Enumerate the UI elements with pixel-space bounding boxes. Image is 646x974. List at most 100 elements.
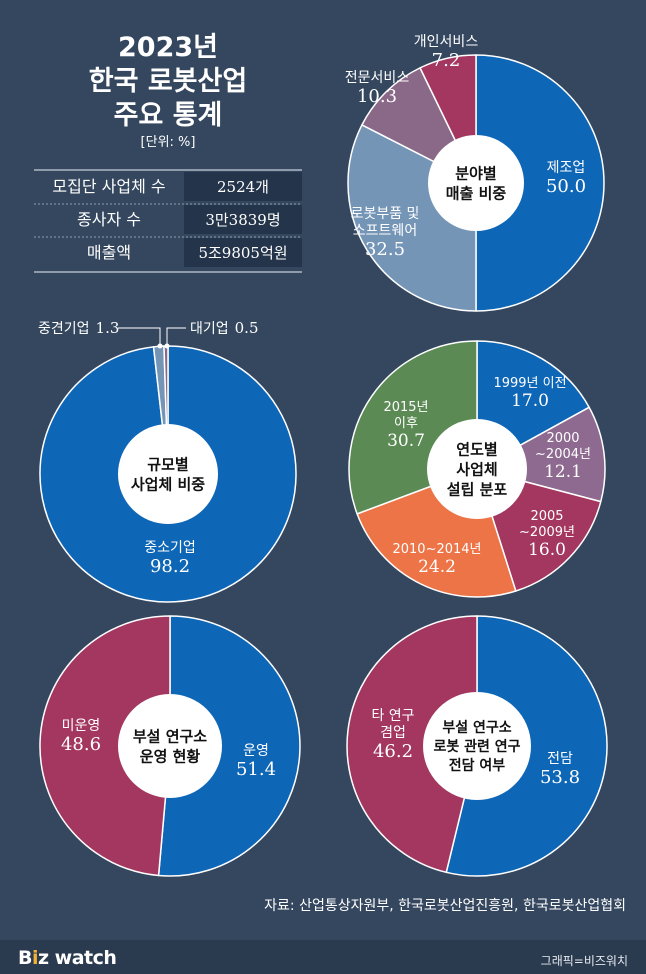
stats-label-cell — [34, 172, 184, 201]
logo-b: B — [18, 947, 32, 969]
unit-label: [단위: %] — [141, 135, 196, 150]
pie-center-label: 설립 분포 — [447, 480, 508, 498]
pie-center-disc — [118, 424, 218, 524]
slice-value: 32.5 — [365, 239, 405, 260]
bizwatch-logo: Biz watch — [18, 947, 117, 969]
slice-category: 개인서비스 — [414, 34, 479, 50]
slice-value: 30.7 — [387, 431, 425, 451]
pie-slice — [346, 615, 478, 874]
slice-category: 이후 — [394, 416, 418, 431]
pie-center-label: 사업체 비중 — [131, 475, 205, 493]
slice-value: 10.3 — [357, 86, 397, 107]
pie-slice-label: 대기업 0.5 — [164, 319, 259, 349]
slice-category: 1999년 이전 — [493, 376, 566, 391]
logo-z: z — [38, 947, 49, 969]
title-line-2: 한국 로봇산업 — [89, 66, 247, 97]
pie-center-label: 사업체 — [456, 460, 497, 478]
stats-value: 3만3839명 — [205, 211, 280, 229]
slice-category: 운영 — [243, 743, 269, 759]
header: 2023년 한국 로봇산업 주요 통계 [단위: %] — [89, 32, 247, 150]
pie-center-label: 전담 여부 — [449, 757, 506, 774]
slice-value: 16.0 — [528, 540, 566, 560]
slice-category: 로봇부품 및 — [351, 206, 420, 222]
pie-center-disc — [427, 419, 527, 519]
leader-dot — [164, 343, 170, 349]
pie-center-disc — [428, 135, 524, 231]
slice-category: 대기업 — [190, 321, 229, 337]
pie-center-label: 로봇 관련 연구 — [433, 738, 520, 755]
stats-value-cell — [184, 205, 302, 234]
pie-center-label: 매출 비중 — [446, 184, 507, 202]
source-note: 자료: 산업통상자원부, 한국로봇산업진흥원, 한국로봇산업협회 — [264, 898, 626, 914]
pie-center-disc — [423, 692, 531, 800]
stats-label: 종사자 수 — [77, 210, 141, 229]
pie-center-label: 분야별 — [455, 164, 496, 182]
slice-value: 17.0 — [511, 391, 549, 411]
slice-value: 24.2 — [418, 557, 456, 577]
logo-watch: watch — [48, 947, 117, 969]
slice-category: 중견기업 — [38, 321, 90, 337]
slice-category: 겸업 — [380, 725, 406, 741]
slice-value: 1.3 — [96, 319, 120, 337]
slice-category: 타 연구 — [371, 708, 414, 724]
stats-label-cell — [34, 205, 184, 234]
slice-category: 2010~2014년 — [392, 542, 481, 557]
graphic-credit: 그래픽=비즈워치 — [540, 954, 628, 968]
slice-category: 중소기업 — [144, 540, 196, 556]
footer-bar — [0, 940, 646, 974]
logo-accent: i — [31, 947, 39, 969]
title-line-3: 주요 통계 — [114, 100, 223, 131]
slice-value: 7.2 — [432, 50, 461, 71]
pie-slice-label: 중견기업 1.3 — [38, 319, 163, 349]
slice-category: 2015년 — [383, 400, 428, 415]
slice-category: 2000 — [546, 431, 579, 446]
pie-center-disc — [118, 694, 222, 798]
pie-center-label: 연도별 — [456, 440, 497, 458]
stats-value-cell — [184, 238, 302, 267]
stats-label: 모집단 사업체 수 — [52, 177, 165, 196]
title-line-1: 2023년 — [118, 32, 218, 63]
pie-center-label: 운영 현황 — [140, 747, 201, 765]
slice-value: 51.4 — [236, 759, 276, 780]
stats-value: 5조9805억원 — [198, 244, 287, 262]
slice-value: 12.1 — [544, 462, 582, 482]
pie-center-label: 규모별 — [147, 455, 188, 473]
leader-line — [118, 327, 161, 346]
slice-value: 46.2 — [373, 741, 413, 762]
pie-slice — [157, 615, 301, 877]
slice-category: ~2009년 — [519, 525, 575, 540]
slice-category: 미운영 — [62, 718, 101, 734]
slice-value: 98.2 — [150, 556, 190, 577]
pie-slice — [476, 406, 606, 503]
slice-category: 제조업 — [547, 160, 586, 176]
stats-row: 모집단 사업체 수 2524개 — [34, 172, 302, 201]
slice-category: 2005 — [530, 509, 563, 524]
stats-label-cell — [34, 238, 184, 267]
pie-slice — [39, 615, 171, 877]
stats-value: 2524개 — [217, 178, 269, 196]
slice-value: 50.0 — [546, 176, 586, 197]
stats-row: 매출액 5조9805억원 — [34, 238, 302, 267]
slice-value: 53.8 — [540, 767, 580, 788]
slice-category: 전문서비스 — [345, 70, 410, 86]
pie-center-label: 부설 연구소 — [442, 720, 511, 736]
pie-center-label: 부설 연구소 — [133, 727, 207, 745]
